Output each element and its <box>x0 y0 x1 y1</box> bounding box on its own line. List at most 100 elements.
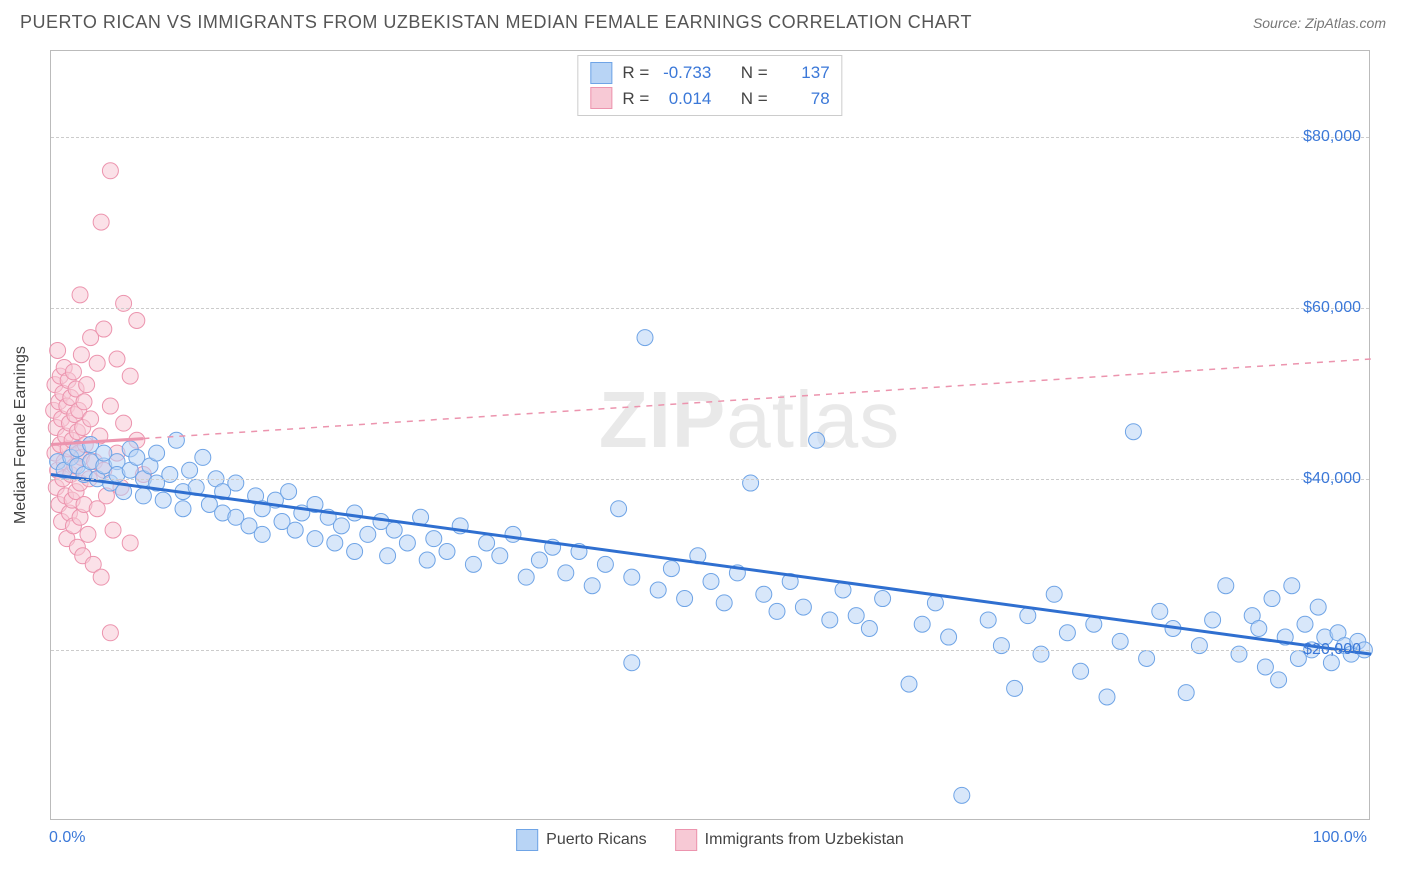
data-point <box>122 368 138 384</box>
legend-label-series-1: Puerto Ricans <box>546 831 647 849</box>
data-point <box>756 586 772 602</box>
data-point <box>993 638 1009 654</box>
data-point <box>195 449 211 465</box>
gridline <box>51 650 1369 651</box>
data-point <box>1231 646 1247 662</box>
data-point <box>79 377 95 393</box>
data-point <box>479 535 495 551</box>
data-point <box>116 415 132 431</box>
data-point <box>399 535 415 551</box>
data-point <box>1205 612 1221 628</box>
data-point <box>65 364 81 380</box>
data-point <box>175 501 191 517</box>
legend-swatch-series-2 <box>675 829 697 851</box>
data-point <box>72 287 88 303</box>
data-point <box>76 394 92 410</box>
data-point <box>1046 586 1062 602</box>
gridline <box>51 308 1369 309</box>
data-point <box>129 313 145 329</box>
data-point <box>677 591 693 607</box>
data-point <box>637 330 653 346</box>
data-point <box>347 544 363 560</box>
data-point <box>93 569 109 585</box>
legend-item-series-2: Immigrants from Uzbekistan <box>675 829 904 851</box>
data-point <box>901 676 917 692</box>
data-point <box>182 462 198 478</box>
data-point <box>1178 685 1194 701</box>
data-point <box>795 599 811 615</box>
data-point <box>822 612 838 628</box>
x-tick-label: 0.0% <box>49 829 85 847</box>
data-point <box>465 556 481 572</box>
data-point <box>954 787 970 803</box>
data-point <box>1251 621 1267 637</box>
data-point <box>1112 633 1128 649</box>
data-point <box>875 591 891 607</box>
data-point <box>80 526 96 542</box>
data-point <box>848 608 864 624</box>
y-tick-label: $80,000 <box>1303 128 1361 146</box>
data-point <box>168 432 184 448</box>
data-point <box>1271 672 1287 688</box>
data-point <box>109 351 125 367</box>
data-point <box>307 531 323 547</box>
trend-line <box>51 475 1371 655</box>
y-axis-label: Median Female Earnings <box>12 346 30 524</box>
data-point <box>254 526 270 542</box>
data-point <box>327 535 343 551</box>
plot-svg <box>51 51 1369 819</box>
data-point <box>809 432 825 448</box>
x-tick-label: 100.0% <box>1313 829 1367 847</box>
r-value-series-1: -0.733 <box>659 60 711 86</box>
data-point <box>1257 659 1273 675</box>
data-point <box>914 616 930 632</box>
data-point <box>73 347 89 363</box>
data-point <box>531 552 547 568</box>
data-point <box>584 578 600 594</box>
data-point <box>624 569 640 585</box>
data-point <box>703 573 719 589</box>
data-point <box>122 535 138 551</box>
data-point <box>1020 608 1036 624</box>
stats-legend-box: R = -0.733 N = 137 R = 0.014 N = 78 <box>577 55 842 116</box>
trend-line-dashed <box>143 359 1371 439</box>
data-point <box>663 561 679 577</box>
data-point <box>380 548 396 564</box>
gridline <box>51 479 1369 480</box>
data-point <box>439 544 455 560</box>
data-point <box>360 526 376 542</box>
data-point <box>1218 578 1234 594</box>
swatch-series-2 <box>590 87 612 109</box>
data-point <box>102 625 118 641</box>
data-point <box>155 492 171 508</box>
data-point <box>941 629 957 645</box>
data-point <box>980 612 996 628</box>
data-point <box>347 505 363 521</box>
data-point <box>716 595 732 611</box>
data-point <box>96 321 112 337</box>
data-point <box>426 531 442 547</box>
stats-row-series-1: R = -0.733 N = 137 <box>590 60 829 86</box>
data-point <box>1264 591 1280 607</box>
data-point <box>50 342 66 358</box>
data-point <box>743 475 759 491</box>
stats-row-series-2: R = 0.014 N = 78 <box>590 86 829 112</box>
data-point <box>135 488 151 504</box>
data-point <box>1310 599 1326 615</box>
data-point <box>492 548 508 564</box>
data-point <box>149 445 165 461</box>
legend-item-series-1: Puerto Ricans <box>516 829 647 851</box>
data-point <box>1059 625 1075 641</box>
y-tick-label: $60,000 <box>1303 299 1361 317</box>
data-point <box>1139 650 1155 666</box>
legend-bottom: Puerto Ricans Immigrants from Uzbekistan <box>516 829 904 851</box>
n-value-series-2: 78 <box>778 86 830 112</box>
n-value-series-1: 137 <box>778 60 830 86</box>
data-point <box>1125 424 1141 440</box>
legend-label-series-2: Immigrants from Uzbekistan <box>705 831 904 849</box>
data-point <box>228 475 244 491</box>
data-point <box>83 411 99 427</box>
legend-swatch-series-1 <box>516 829 538 851</box>
data-point <box>624 655 640 671</box>
data-point <box>102 163 118 179</box>
